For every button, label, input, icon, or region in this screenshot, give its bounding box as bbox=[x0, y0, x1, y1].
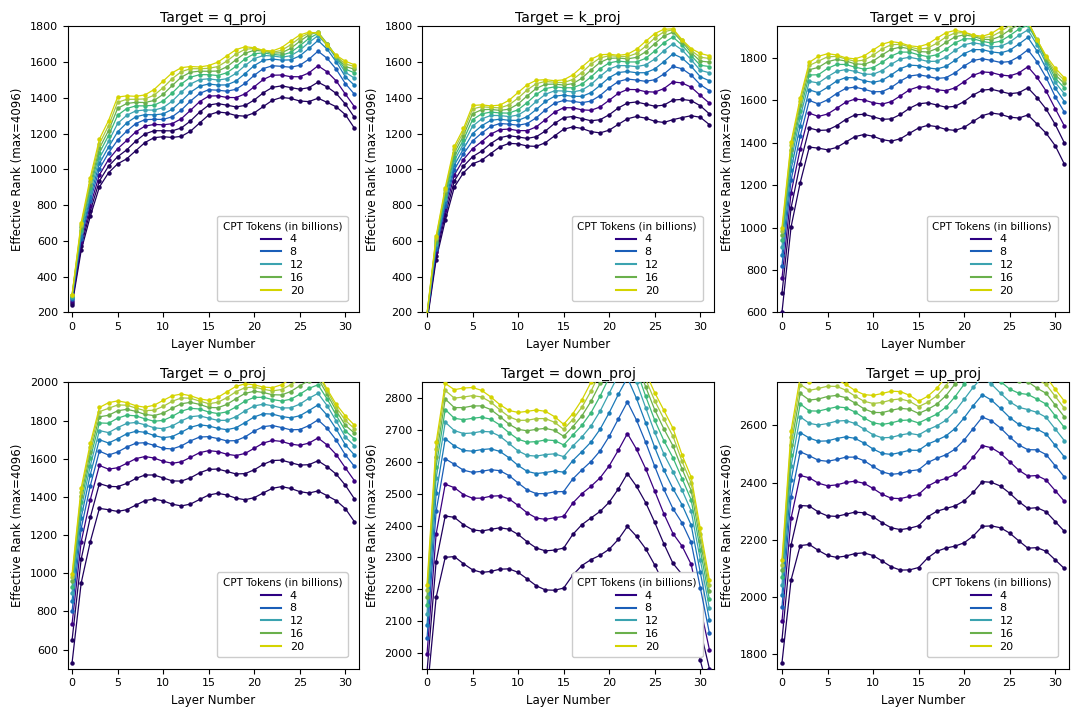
Title: Target = k_proj: Target = k_proj bbox=[515, 11, 621, 25]
Y-axis label: Effective Rank (max=4096): Effective Rank (max=4096) bbox=[11, 88, 24, 251]
Legend: 4, 8, 12, 16, 20: 4, 8, 12, 16, 20 bbox=[927, 572, 1057, 658]
X-axis label: Layer Number: Layer Number bbox=[881, 694, 966, 707]
Legend: 4, 8, 12, 16, 20: 4, 8, 12, 16, 20 bbox=[572, 216, 703, 301]
Title: Target = q_proj: Target = q_proj bbox=[160, 11, 267, 25]
Title: Target = o_proj: Target = o_proj bbox=[160, 368, 267, 381]
Y-axis label: Effective Rank (max=4096): Effective Rank (max=4096) bbox=[366, 444, 379, 607]
Title: Target = down_proj: Target = down_proj bbox=[501, 368, 636, 381]
Y-axis label: Effective Rank (max=4096): Effective Rank (max=4096) bbox=[721, 88, 734, 251]
X-axis label: Layer Number: Layer Number bbox=[171, 337, 255, 350]
Y-axis label: Effective Rank (max=4096): Effective Rank (max=4096) bbox=[11, 444, 24, 607]
X-axis label: Layer Number: Layer Number bbox=[881, 337, 966, 350]
X-axis label: Layer Number: Layer Number bbox=[171, 694, 255, 707]
X-axis label: Layer Number: Layer Number bbox=[526, 337, 610, 350]
Legend: 4, 8, 12, 16, 20: 4, 8, 12, 16, 20 bbox=[217, 572, 348, 658]
Y-axis label: Effective Rank (max=4096): Effective Rank (max=4096) bbox=[366, 88, 379, 251]
Y-axis label: Effective Rank (max=4096): Effective Rank (max=4096) bbox=[720, 444, 734, 607]
Title: Target = v_proj: Target = v_proj bbox=[870, 11, 976, 25]
Title: Target = up_proj: Target = up_proj bbox=[865, 368, 981, 381]
Legend: 4, 8, 12, 16, 20: 4, 8, 12, 16, 20 bbox=[927, 216, 1057, 301]
X-axis label: Layer Number: Layer Number bbox=[526, 694, 610, 707]
Legend: 4, 8, 12, 16, 20: 4, 8, 12, 16, 20 bbox=[572, 572, 703, 658]
Legend: 4, 8, 12, 16, 20: 4, 8, 12, 16, 20 bbox=[217, 216, 348, 301]
